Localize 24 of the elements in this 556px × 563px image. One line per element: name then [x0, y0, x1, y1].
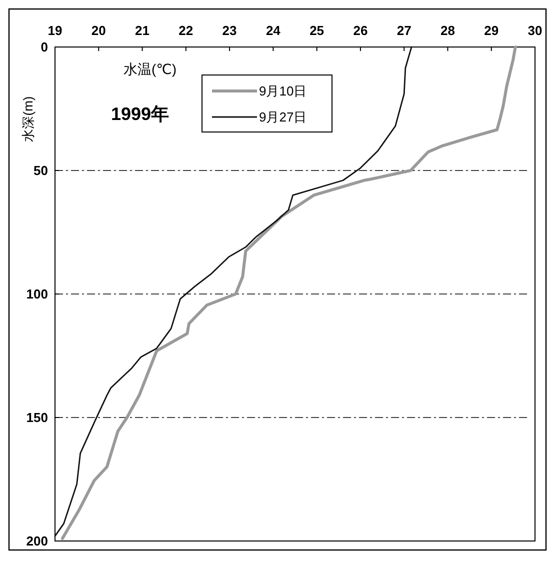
x-tick-label: 20 — [91, 23, 106, 38]
x-tick-label: 28 — [440, 23, 455, 38]
y-tick-label: 150 — [26, 410, 48, 426]
y-tick-label: 200 — [26, 534, 48, 549]
legend-label: 9月10日 — [259, 84, 307, 99]
x-tick-label: 26 — [353, 23, 368, 38]
x-tick-label: 21 — [135, 23, 150, 38]
line-series — [60, 46, 517, 540]
annotation: 1999年 — [110, 104, 170, 124]
x-tick-label: 22 — [178, 23, 194, 38]
x-tick-label: 27 — [396, 23, 412, 38]
x-tick-label: 30 — [528, 23, 542, 38]
x-axis-title: 水温(℃) — [123, 61, 177, 77]
y-tick-label: 50 — [34, 163, 48, 178]
y-tick-label: 0 — [40, 40, 48, 55]
y-axis-title: 水深(m) — [20, 96, 36, 142]
x-tick-label: 24 — [266, 23, 282, 38]
x-tick-label: 29 — [484, 23, 499, 38]
x-tick-label: 25 — [310, 23, 324, 38]
x-tick-label: 19 — [48, 23, 62, 38]
y-tick-label: 100 — [26, 286, 48, 302]
legend-label: 9月27日 — [259, 110, 307, 125]
x-tick-label: 23 — [222, 23, 237, 38]
line-series — [54, 46, 412, 537]
